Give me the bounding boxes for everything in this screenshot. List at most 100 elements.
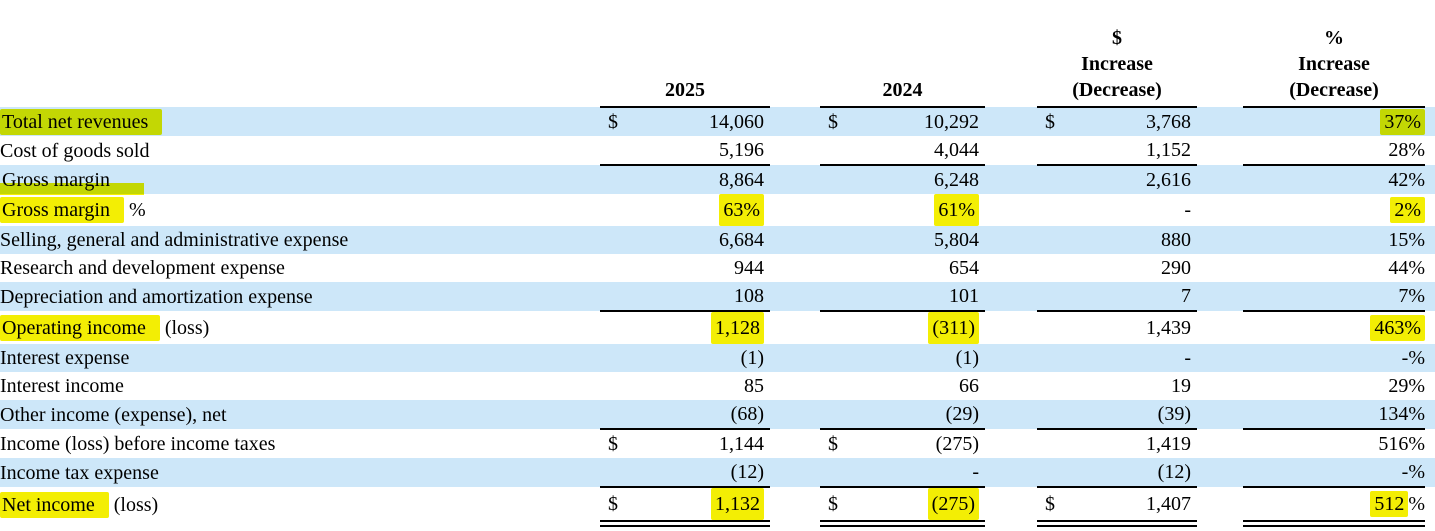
value-2024: 61% bbox=[820, 194, 985, 226]
table-row: Gross margin 8,864 6,248 2,616 42% bbox=[0, 165, 1435, 195]
table-row: Operating income (loss) 1,128 (311) 1,43… bbox=[0, 311, 1435, 344]
highlight-mark: Net income bbox=[0, 492, 109, 519]
row-label: Interest expense bbox=[0, 344, 600, 372]
value-pct-change: 7% bbox=[1243, 282, 1425, 312]
table-row: Research and development expense 944 654… bbox=[0, 254, 1435, 282]
value-pct-change: 29% bbox=[1388, 375, 1425, 397]
dollar-sign: $ bbox=[608, 111, 618, 133]
highlight-mark: 512 bbox=[1370, 491, 1409, 517]
value-dollar-change: 19 bbox=[1171, 375, 1191, 397]
value-2025: (12) bbox=[600, 458, 770, 488]
header-pct-change: % Increase (Decrease) bbox=[1243, 0, 1425, 108]
table-row: Total net revenues $14,060 $10,292 $3,76… bbox=[0, 107, 1435, 136]
table-header-row: 2025 2024 $ Increase (Decrease) % Increa… bbox=[0, 0, 1435, 108]
header-pct-change-label: % Increase (Decrease) bbox=[1289, 27, 1379, 101]
table-row: Cost of goods sold 5,196 4,044 1,152 28% bbox=[0, 136, 1435, 166]
value-dollar-change: 880 bbox=[1037, 226, 1197, 254]
value-2024: 66 bbox=[959, 375, 979, 397]
value-2024: 4,044 bbox=[820, 136, 985, 166]
highlight-mark: 61% bbox=[934, 194, 979, 226]
row-label: Other income (expense), net bbox=[0, 400, 600, 429]
value-2025: $1,132 bbox=[600, 487, 770, 527]
value-dollar-change: $3,768 bbox=[1037, 107, 1197, 136]
value-2024: (1) bbox=[820, 344, 985, 372]
value-pct-change: 37% bbox=[1243, 107, 1425, 136]
row-label: Gross margin % bbox=[0, 197, 146, 223]
value-dollar-change: 7 bbox=[1037, 282, 1197, 312]
highlight-mark: Total net revenues bbox=[0, 108, 163, 135]
value-dollar-change: 1,439 bbox=[1146, 317, 1191, 339]
value-pct-change: -% bbox=[1243, 344, 1425, 372]
table-row: Income tax expense (12) - (12) -% bbox=[0, 458, 1435, 488]
value-pct-change: -% bbox=[1243, 458, 1425, 488]
highlight-mark: 63% bbox=[719, 194, 764, 226]
header-2024: 2024 bbox=[820, 0, 985, 108]
row-label: Research and development expense bbox=[0, 257, 285, 279]
table-row: Interest expense (1) (1) - -% bbox=[0, 344, 1435, 372]
row-label: Interest income bbox=[0, 375, 124, 397]
value-pct-change: 512% bbox=[1243, 487, 1425, 527]
row-label: Net income (loss) bbox=[0, 492, 159, 519]
value-2024: $10,292 bbox=[820, 107, 985, 136]
row-label: Income (loss) before income taxes bbox=[0, 432, 276, 455]
dollar-sign: $ bbox=[828, 433, 838, 455]
row-label: Income tax expense bbox=[0, 458, 600, 487]
table-row: Income (loss) before income taxes $1,144… bbox=[0, 429, 1435, 458]
value-2025: 108 bbox=[600, 282, 770, 312]
table-row: Gross margin % 63% 61% - 2% bbox=[0, 194, 1435, 226]
value-2024: $ (275) bbox=[820, 487, 985, 527]
dollar-sign: $ bbox=[828, 111, 838, 133]
value-2025: 63% bbox=[600, 194, 770, 226]
value-2025: 8,864 bbox=[600, 165, 770, 194]
row-label: Total net revenues bbox=[0, 107, 600, 136]
highlight-mark: 2% bbox=[1390, 197, 1425, 223]
dollar-sign: $ bbox=[1045, 111, 1055, 133]
header-dollar-change-label: $ Increase (Decrease) bbox=[1072, 27, 1162, 101]
value-dollar-change: $1,407 bbox=[1037, 487, 1197, 527]
value-2025: 85 bbox=[744, 375, 764, 397]
value-2025: $1,144 bbox=[600, 429, 770, 458]
value-2025: (1) bbox=[600, 344, 770, 372]
value-2025: 6,684 bbox=[600, 226, 770, 254]
value-2025: 944 bbox=[734, 257, 764, 279]
value-2024: (311) bbox=[820, 311, 985, 344]
value-2025: $14,060 bbox=[600, 107, 770, 136]
value-dollar-change: 2,616 bbox=[1037, 165, 1197, 194]
highlight-mark: Gross margin bbox=[0, 197, 124, 223]
highlight-mark: (311) bbox=[928, 312, 979, 344]
dollar-sign: $ bbox=[608, 433, 618, 455]
value-dollar-change: - bbox=[1037, 344, 1197, 372]
header-2025: 2025 bbox=[600, 0, 770, 108]
highlight-mark: Operating income bbox=[0, 314, 160, 341]
value-pct-change: 15% bbox=[1243, 226, 1425, 254]
value-pct-change: 516% bbox=[1378, 433, 1425, 455]
value-2025: 5,196 bbox=[600, 136, 770, 166]
highlight-mark: 1,132 bbox=[711, 488, 764, 520]
value-dollar-change: (39) bbox=[1037, 400, 1197, 430]
row-label: Depreciation and amortization expense bbox=[0, 282, 600, 311]
header-2025-label: 2025 bbox=[665, 79, 705, 101]
highlight-mark: (275) bbox=[927, 488, 979, 520]
highlight-mark: 1,128 bbox=[711, 312, 764, 344]
dollar-sign: $ bbox=[608, 493, 618, 515]
highlight-mark: 37% bbox=[1380, 109, 1425, 135]
highlight-mark: 463% bbox=[1370, 315, 1425, 341]
highlight-mark: Gross margin bbox=[0, 166, 144, 195]
value-dollar-change: 290 bbox=[1161, 257, 1191, 279]
row-label: Operating income (loss) bbox=[0, 314, 210, 341]
dollar-sign: $ bbox=[828, 493, 838, 515]
value-2024: - bbox=[820, 458, 985, 488]
value-2024: 101 bbox=[820, 282, 985, 312]
value-pct-change: 134% bbox=[1243, 400, 1425, 430]
value-2024: 5,804 bbox=[820, 226, 985, 254]
value-2025: (68) bbox=[600, 400, 770, 430]
value-2024: 6,248 bbox=[820, 165, 985, 194]
value-2025: 1,128 bbox=[600, 311, 770, 344]
header-empty-label bbox=[0, 0, 600, 107]
table-row: Other income (expense), net (68) (29) (3… bbox=[0, 400, 1435, 430]
header-dollar-change: $ Increase (Decrease) bbox=[1037, 0, 1197, 108]
value-pct-change: 2% bbox=[1243, 194, 1425, 226]
value-dollar-change: - bbox=[1184, 199, 1191, 221]
table-row: Interest income 85 66 19 29% bbox=[0, 372, 1435, 400]
